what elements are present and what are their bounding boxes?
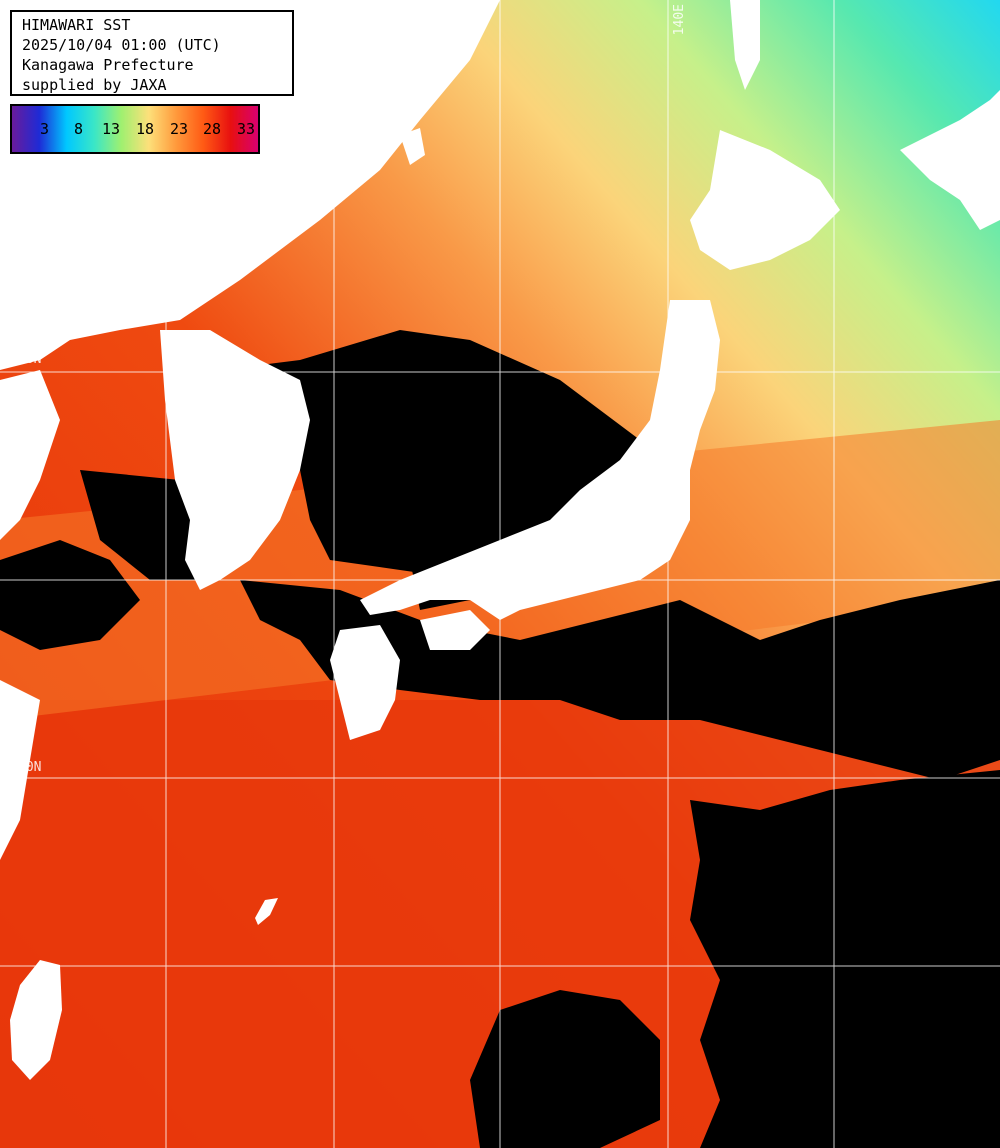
legend-tick: 8 <box>74 120 84 138</box>
legend-tick: 3 <box>40 120 50 138</box>
lat-label-40n: 40N <box>18 352 42 367</box>
land-ulleung <box>400 128 425 165</box>
info-datetime: 2025/10/04 01:00 (UTC) <box>22 36 221 54</box>
legend-tick: 23 <box>170 120 189 138</box>
land-kyushu <box>330 625 400 740</box>
info-region: Kanagawa Prefecture <box>22 56 194 74</box>
land-kamchatka-kurils <box>900 90 1000 230</box>
land-china-coast <box>0 370 60 540</box>
info-box: HIMAWARI SST 2025/10/04 01:00 (UTC) Kana… <box>10 10 294 96</box>
land-hokkaido <box>690 130 840 270</box>
legend-tick: 28 <box>203 120 222 138</box>
land-sakhalin <box>730 0 760 90</box>
lat-label-30n: 30N <box>18 760 42 775</box>
legend-tick: 18 <box>136 120 155 138</box>
land-honshu <box>360 300 720 620</box>
legend-tick: 13 <box>102 120 121 138</box>
info-title: HIMAWARI SST <box>22 16 131 34</box>
info-supplier: supplied by JAXA <box>22 76 167 94</box>
sst-color-legend: 3 8 13 18 23 28 33 <box>10 104 260 154</box>
land-taiwan <box>10 960 62 1080</box>
land-china-south <box>0 680 40 860</box>
lon-label-140e: 140E <box>672 4 687 36</box>
land-korea <box>160 330 310 590</box>
land-okinawa <box>255 898 278 925</box>
legend-tick: 33 <box>237 120 256 138</box>
land-shikoku <box>420 610 490 650</box>
